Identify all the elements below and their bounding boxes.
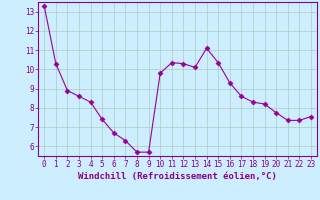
X-axis label: Windchill (Refroidissement éolien,°C): Windchill (Refroidissement éolien,°C)	[78, 172, 277, 181]
